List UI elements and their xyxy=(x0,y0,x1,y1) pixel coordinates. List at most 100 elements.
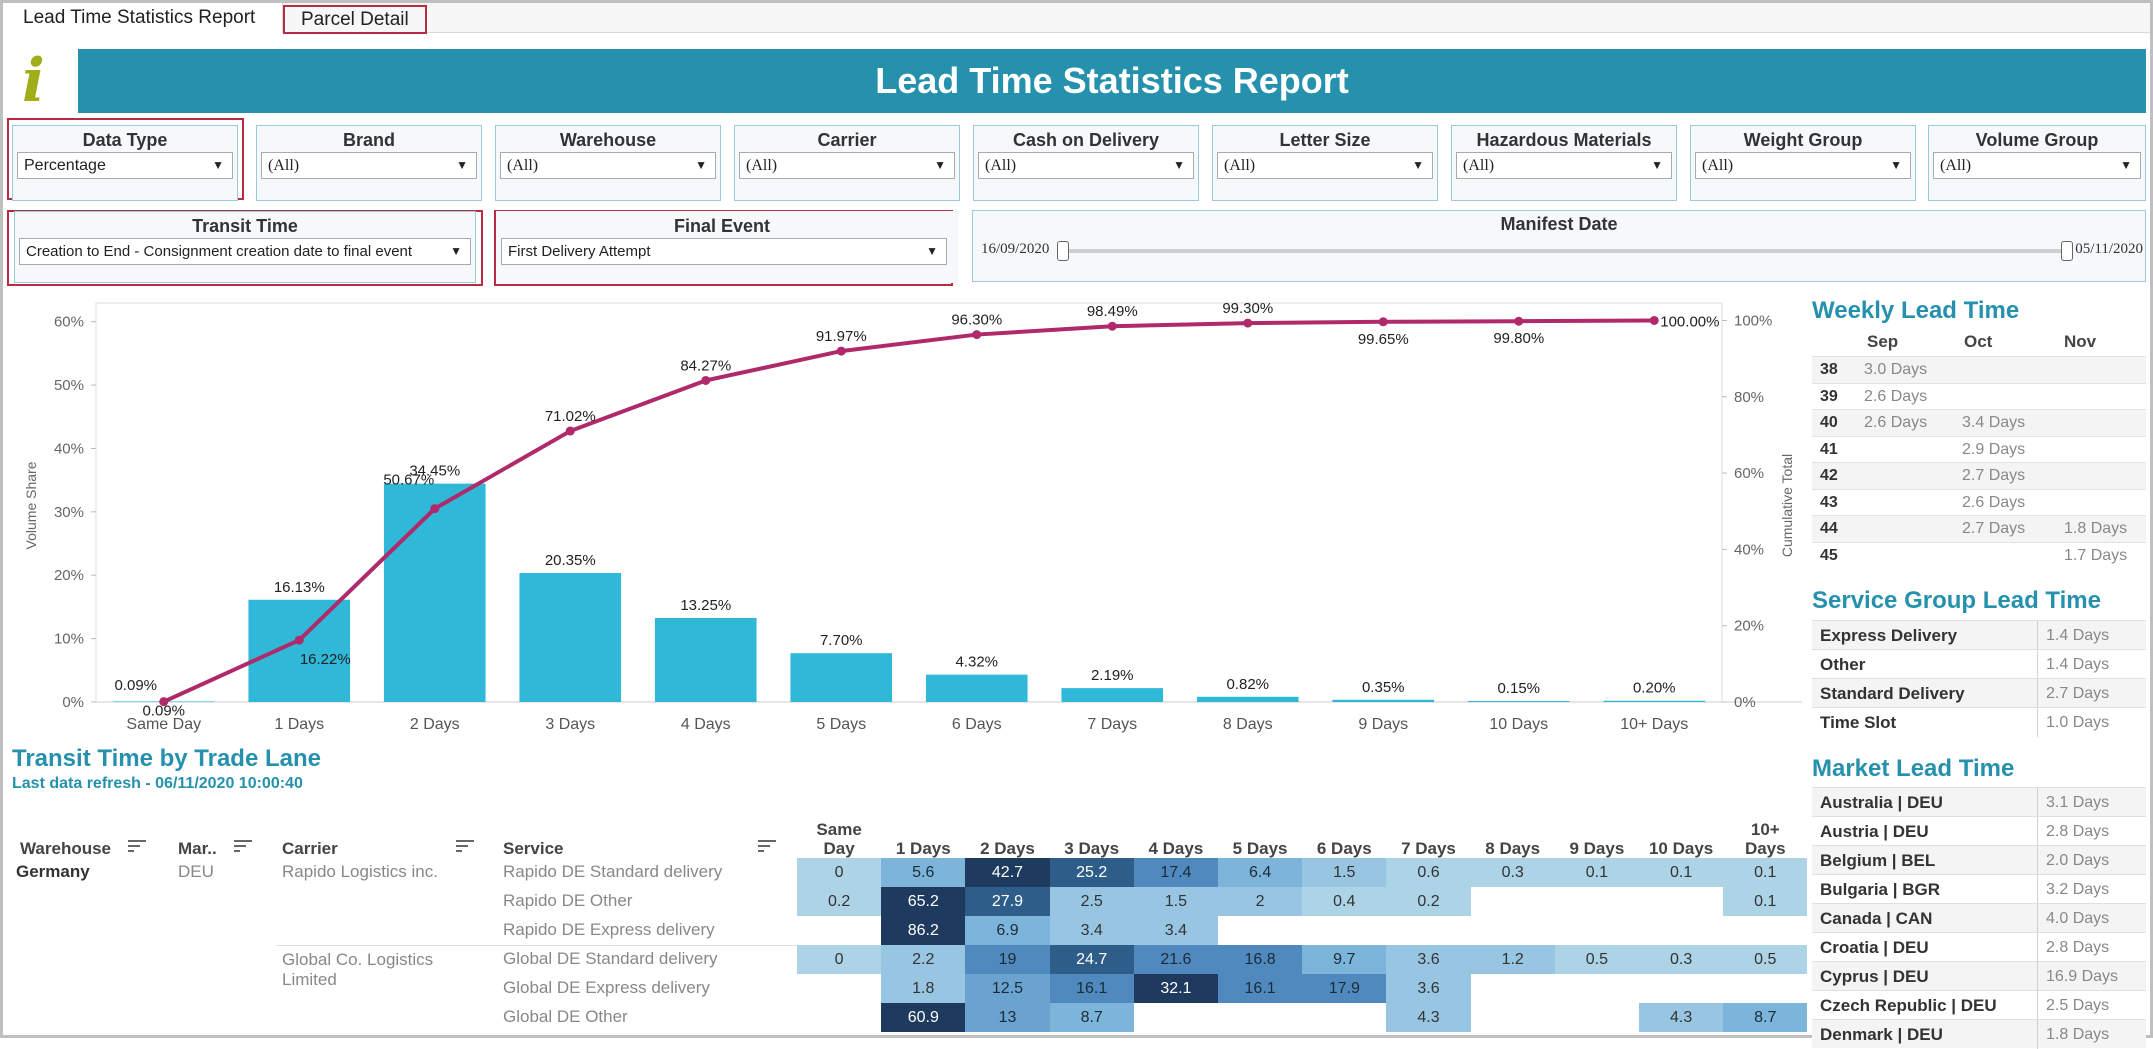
data-type-dropdown[interactable]: Percentage ▼ xyxy=(17,152,233,179)
service-column-header[interactable]: Service xyxy=(503,839,564,858)
letter-size-dropdown[interactable]: (All) ▼ xyxy=(1217,152,1433,179)
heatmap-cell[interactable]: 0.1 xyxy=(1723,858,1808,887)
service-group-row[interactable]: Time Slot 1.0 Days xyxy=(1812,707,2146,737)
final-event-dropdown[interactable]: First Delivery Attempt ▼ xyxy=(501,238,947,265)
heatmap-cell[interactable]: 65.2 xyxy=(881,887,966,916)
hazardous-dropdown[interactable]: (All) ▼ xyxy=(1456,152,1672,179)
cod-dropdown[interactable]: (All) ▼ xyxy=(978,152,1194,179)
heatmap-cell[interactable]: 0.6 xyxy=(1386,858,1471,887)
service-group-row[interactable]: Standard Delivery 2.7 Days xyxy=(1812,678,2146,708)
heatmap-cell[interactable]: 0.5 xyxy=(1554,945,1639,974)
day-column-header[interactable]: 10 Days xyxy=(1648,839,1714,858)
heatmap-cell[interactable]: 3.4 xyxy=(1133,916,1218,945)
day-column-header[interactable]: 4 Days xyxy=(1148,839,1204,858)
day-column-header[interactable]: 10+ Days xyxy=(1744,820,1786,858)
heatmap-cell[interactable]: 16.8 xyxy=(1218,945,1303,974)
service-group-row[interactable]: Express Delivery 1.4 Days xyxy=(1812,620,2146,650)
weight-group-dropdown[interactable]: (All) ▼ xyxy=(1695,152,1911,179)
heatmap-cell[interactable]: 24.7 xyxy=(1049,945,1134,974)
volume-group-dropdown[interactable]: (All) ▼ xyxy=(1933,152,2141,179)
transit-time-dropdown[interactable]: Creation to End - Consignment creation d… xyxy=(19,238,471,265)
market-row[interactable]: Croatia | DEU 2.8 Days xyxy=(1812,932,2146,962)
heatmap-cell[interactable]: 9.7 xyxy=(1302,945,1387,974)
market-row[interactable]: Czech Republic | DEU 2.5 Days xyxy=(1812,990,2146,1020)
day-column-header[interactable]: 7 Days xyxy=(1401,839,1456,858)
heatmap-cell[interactable]: 12.5 xyxy=(965,974,1050,1003)
carrier-dropdown[interactable]: (All) ▼ xyxy=(739,152,955,179)
heatmap-cell[interactable]: 0 xyxy=(797,945,882,974)
heatmap-cell[interactable]: 3.4 xyxy=(1049,916,1134,945)
heatmap-cell[interactable]: 0.3 xyxy=(1639,945,1724,974)
heatmap-cell[interactable]: 2.2 xyxy=(881,945,966,974)
heatmap-cell[interactable]: 5.6 xyxy=(881,858,966,887)
carrier-column-header[interactable]: Carrier xyxy=(282,839,338,858)
heatmap-cell[interactable]: 42.7 xyxy=(965,858,1050,887)
heatmap-cell[interactable]: 0.2 xyxy=(797,887,882,916)
heatmap-cell[interactable]: 1.8 xyxy=(881,974,966,1003)
market-row[interactable]: Denmark | DEU 1.8 Days xyxy=(1812,1019,2146,1049)
heatmap-cell[interactable]: 0.5 xyxy=(1723,945,1808,974)
date-slider-end-handle[interactable] xyxy=(2061,241,2073,261)
brand-dropdown[interactable]: (All) ▼ xyxy=(261,152,477,179)
date-slider-track[interactable] xyxy=(1063,249,2065,253)
sort-icon[interactable] xyxy=(758,838,776,854)
heatmap-cell[interactable]: 17.9 xyxy=(1302,974,1387,1003)
heatmap-cell[interactable]: 3.6 xyxy=(1386,945,1471,974)
tab-parcel-detail[interactable]: Parcel Detail xyxy=(283,5,427,34)
heatmap-cell[interactable]: 21.6 xyxy=(1133,945,1218,974)
heatmap-cell[interactable]: 8.7 xyxy=(1723,1003,1808,1032)
info-icon[interactable]: i xyxy=(22,46,45,116)
service-group-row[interactable]: Other 1.4 Days xyxy=(1812,649,2146,679)
warehouse-dropdown[interactable]: (All) ▼ xyxy=(500,152,716,179)
heatmap-cell[interactable]: 19 xyxy=(965,945,1050,974)
market-row[interactable]: Belgium | BEL 2.0 Days xyxy=(1812,845,2146,875)
market-row[interactable]: Cyprus | DEU 16.9 Days xyxy=(1812,961,2146,991)
heatmap-cell[interactable]: 0 xyxy=(797,858,882,887)
sort-icon[interactable] xyxy=(234,838,252,854)
warehouse-column-header[interactable]: Warehouse xyxy=(20,839,112,858)
heatmap-cell[interactable]: 32.1 xyxy=(1133,974,1218,1003)
day-column-header[interactable]: 9 Days xyxy=(1569,839,1625,858)
heatmap-cell[interactable]: 86.2 xyxy=(881,916,966,945)
day-column-header[interactable]: 1 Days xyxy=(895,839,951,858)
heatmap-cell[interactable]: 13 xyxy=(965,1003,1050,1032)
heatmap-cell[interactable]: 0.1 xyxy=(1639,858,1724,887)
heatmap-cell[interactable]: 0.3 xyxy=(1470,858,1555,887)
market-row[interactable]: Canada | CAN 4.0 Days xyxy=(1812,903,2146,933)
heatmap-cell[interactable]: 6.9 xyxy=(965,916,1050,945)
heatmap-cell[interactable]: 16.1 xyxy=(1218,974,1303,1003)
heatmap-cell[interactable]: 4.3 xyxy=(1386,1003,1471,1032)
heatmap-cell[interactable]: 27.9 xyxy=(965,887,1050,916)
day-column-header[interactable]: 2 Days xyxy=(980,839,1035,858)
heatmap-cell[interactable]: 60.9 xyxy=(881,1003,966,1032)
sort-icon[interactable] xyxy=(456,838,474,854)
heatmap-cell[interactable]: 8.7 xyxy=(1049,1003,1134,1032)
heatmap-cell[interactable]: 2 xyxy=(1218,887,1303,916)
date-slider-start-handle[interactable] xyxy=(1057,241,1069,261)
heatmap-cell[interactable]: 2.5 xyxy=(1049,887,1134,916)
sort-icon[interactable] xyxy=(128,838,146,854)
market-row[interactable]: Australia | DEU 3.1 Days xyxy=(1812,787,2146,817)
heatmap-cell[interactable]: 0.4 xyxy=(1302,887,1387,916)
heatmap-cell[interactable]: 1.5 xyxy=(1133,887,1218,916)
heatmap-cell[interactable]: 1.5 xyxy=(1302,858,1387,887)
market-row[interactable]: Bulgaria | BGR 3.2 Days xyxy=(1812,874,2146,904)
heatmap-cell[interactable]: 16.1 xyxy=(1049,974,1134,1003)
heatmap-cell[interactable]: 0.1 xyxy=(1723,887,1808,916)
heatmap-cell[interactable]: 3.6 xyxy=(1386,974,1471,1003)
heatmap-cell[interactable]: 4.3 xyxy=(1639,1003,1724,1032)
day-column-header[interactable]: 5 Days xyxy=(1232,839,1288,858)
market-row[interactable]: Austria | DEU 2.8 Days xyxy=(1812,816,2146,846)
heatmap-cell[interactable]: 1.2 xyxy=(1470,945,1555,974)
heatmap-cell[interactable]: 0.1 xyxy=(1554,858,1639,887)
heatmap-cell[interactable]: 25.2 xyxy=(1049,858,1134,887)
heatmap-cell[interactable]: 17.4 xyxy=(1133,858,1218,887)
day-column-header[interactable]: Same Day xyxy=(816,820,862,858)
heatmap-cell[interactable]: 6.4 xyxy=(1218,858,1303,887)
day-column-header[interactable]: 8 Days xyxy=(1485,839,1541,858)
tab-lead-time-report[interactable]: Lead Time Statistics Report xyxy=(3,3,283,33)
day-column-header[interactable]: 3 Days xyxy=(1064,839,1120,858)
day-column-header[interactable]: 6 Days xyxy=(1316,839,1372,858)
market-column-header[interactable]: Mar.. xyxy=(178,839,217,858)
heatmap-cell[interactable]: 0.2 xyxy=(1386,887,1471,916)
